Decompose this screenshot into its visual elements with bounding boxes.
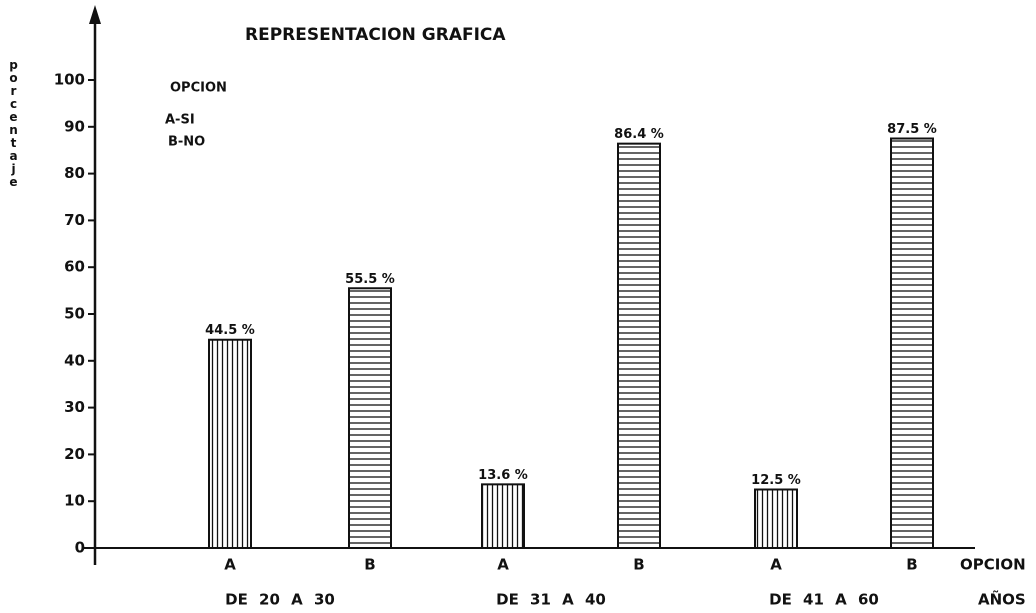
x-tick-label: A	[770, 556, 782, 574]
x-tick-label: A	[497, 556, 509, 574]
y-tick-label: 100	[54, 71, 85, 89]
x-tick-label: B	[364, 556, 375, 574]
y-tick-label: 70	[64, 211, 85, 229]
y-tick-label: 90	[64, 117, 85, 135]
group-label: DE 41 A 60	[769, 591, 879, 609]
value-label: 44.5 %	[205, 323, 255, 338]
value-label: 12.5 %	[751, 473, 801, 488]
bar	[617, 142, 661, 549]
chart-title: REPRESENTACION GRAFICA	[245, 25, 506, 45]
y-tick-label: 40	[64, 351, 85, 369]
group-label: DE 20 A 30	[225, 591, 335, 609]
group-label: DE 31 A 40	[496, 591, 606, 609]
value-label: 13.6 %	[478, 468, 528, 483]
bar	[754, 488, 798, 549]
y-tick-label: 0	[75, 539, 85, 557]
value-label: 87.5 %	[887, 122, 937, 137]
x-tick-label: B	[633, 556, 644, 574]
x-tick-label: B	[906, 556, 917, 574]
bar	[348, 287, 392, 549]
x-axis-label: OPCION	[960, 556, 1026, 574]
y-tick-label: 20	[64, 445, 85, 463]
x-tick-label: A	[224, 556, 236, 574]
bar	[208, 338, 252, 549]
legend-entry: A-SI	[165, 113, 195, 128]
y-tick-label: 60	[64, 258, 85, 276]
legend-title: OPCION	[170, 81, 227, 96]
value-label: 55.5 %	[345, 272, 395, 287]
y-tick-label: 80	[64, 164, 85, 182]
y-tick-label: 50	[64, 305, 85, 323]
bar	[481, 483, 525, 549]
group-axis-label: AÑOS	[978, 590, 1026, 609]
bar	[890, 137, 934, 549]
y-axis-label: porcentaje	[7, 58, 21, 188]
y-tick-label: 30	[64, 398, 85, 416]
value-label: 86.4 %	[614, 127, 664, 142]
y-tick-label: 10	[64, 492, 85, 510]
legend-entry: B-NO	[168, 135, 205, 150]
y-axis-arrow	[89, 5, 101, 24]
